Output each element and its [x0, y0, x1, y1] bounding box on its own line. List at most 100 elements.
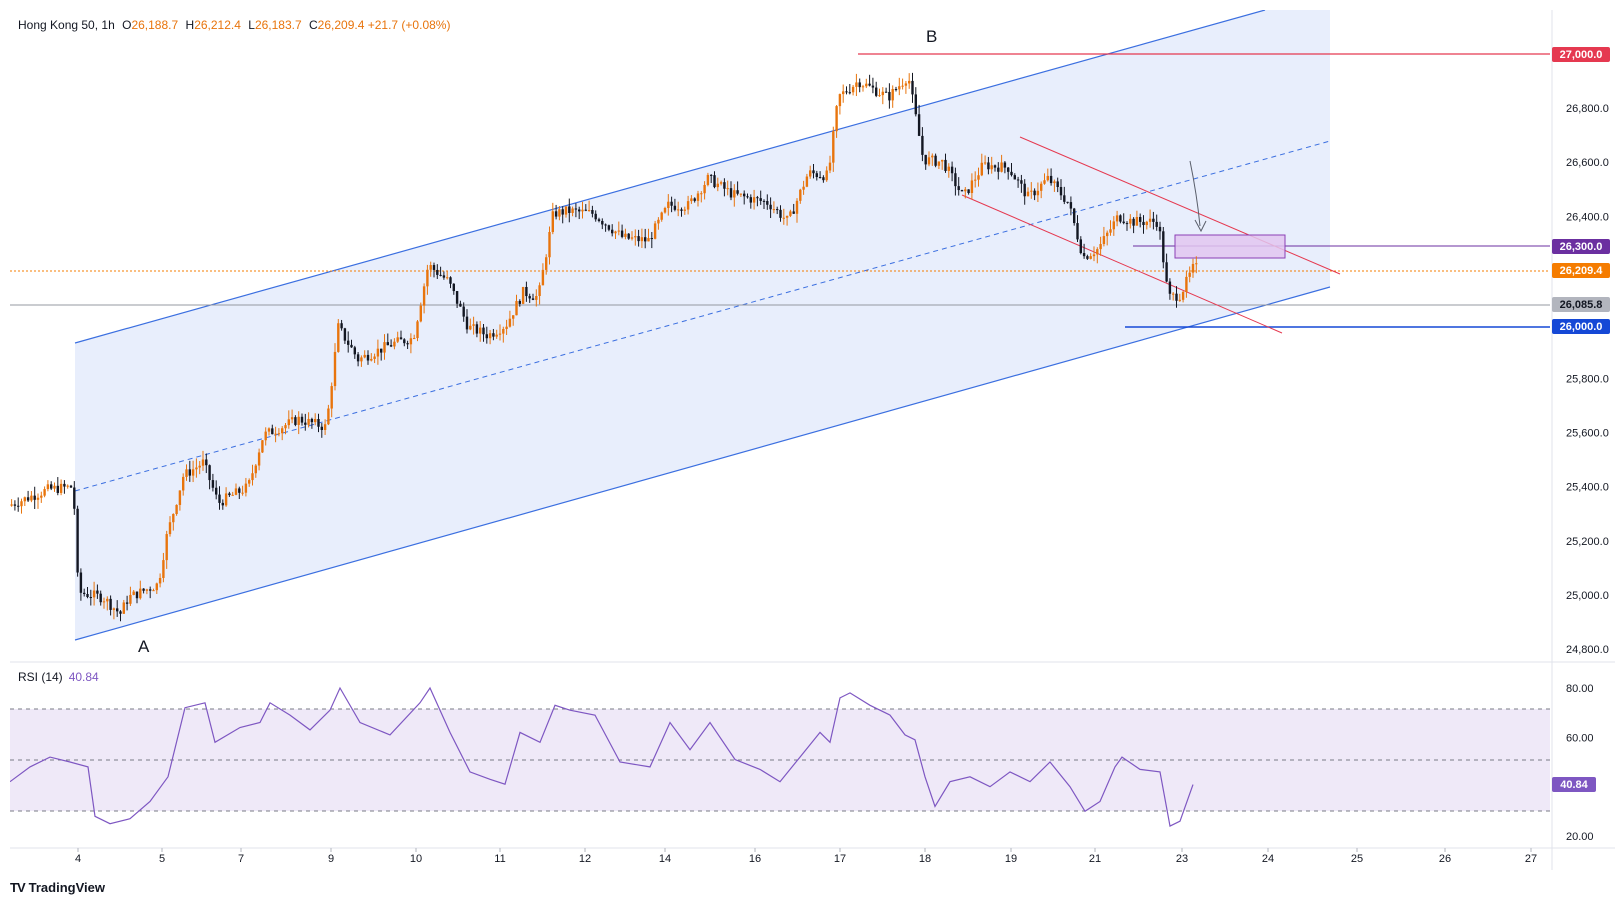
candle — [551, 202, 554, 235]
candle — [465, 309, 469, 334]
time-tick-label: 26 — [1439, 853, 1451, 865]
candle — [469, 318, 472, 331]
candle — [79, 568, 83, 601]
legend-change: +21.7 (+0.08%) — [367, 18, 451, 32]
candle — [601, 218, 604, 230]
candle — [175, 504, 178, 516]
candle — [723, 178, 726, 197]
candle — [677, 201, 680, 217]
candle — [353, 345, 356, 359]
price-axis-label-26300: 26,300.0 — [1552, 239, 1610, 254]
candle — [459, 300, 462, 307]
time-tick-label: 16 — [749, 853, 761, 865]
tradingview-brand[interactable]: TV TradingView — [10, 880, 105, 895]
candle — [475, 321, 479, 338]
candle — [558, 206, 561, 221]
candle — [875, 81, 878, 98]
candle — [304, 413, 307, 431]
candle — [538, 282, 541, 305]
candle — [574, 203, 578, 218]
candle — [561, 206, 564, 224]
candle — [122, 599, 125, 615]
candle — [406, 340, 409, 350]
candle — [564, 206, 568, 218]
candle — [825, 166, 828, 182]
candle — [152, 588, 155, 592]
candle — [1063, 186, 1066, 205]
candle — [917, 104, 921, 137]
rsi-legend[interactable]: RSI (14) 40.84 — [18, 670, 99, 684]
candle — [901, 78, 904, 90]
candle — [383, 334, 386, 360]
candle — [1178, 293, 1181, 302]
candle — [733, 184, 736, 207]
candle — [805, 173, 809, 188]
candle — [508, 310, 512, 328]
candle — [716, 177, 719, 192]
candle — [284, 422, 287, 435]
resistance-zone-box[interactable] — [1174, 234, 1286, 259]
price-axis-ticks: 24,800.0 25,000.0 25,200.0 25,400.0 25,600.0… — [1566, 103, 1609, 656]
candle — [419, 302, 422, 323]
candle — [116, 600, 119, 617]
channel-median-line[interactable] — [74, 140, 1331, 492]
candle — [660, 211, 663, 222]
candle — [287, 410, 290, 429]
candle — [749, 194, 752, 209]
candle — [894, 86, 898, 92]
candle — [746, 193, 749, 199]
candle — [809, 165, 812, 179]
candle — [205, 453, 208, 474]
candle — [399, 330, 403, 340]
candle — [766, 194, 769, 210]
candle — [119, 610, 122, 622]
candle — [13, 500, 17, 511]
candle — [393, 338, 396, 350]
candle — [63, 480, 66, 494]
candle — [422, 283, 426, 314]
channel-lower-line[interactable] — [74, 286, 1331, 641]
candle — [455, 291, 459, 309]
candle — [769, 197, 772, 219]
time-tick-label: 10 — [410, 853, 422, 865]
candle — [257, 448, 261, 471]
candle — [178, 490, 182, 511]
candle — [1036, 182, 1040, 202]
rsi-legend-value: 40.84 — [68, 670, 99, 684]
candle — [26, 490, 30, 502]
candle — [307, 412, 310, 428]
time-tick-label: 11 — [494, 853, 505, 865]
candle — [92, 581, 96, 606]
candle — [835, 104, 838, 138]
candle — [571, 206, 574, 217]
candle — [1172, 292, 1175, 301]
candle — [1139, 213, 1142, 228]
price-tick-label: 24,800.0 — [1566, 644, 1609, 656]
candle — [224, 487, 228, 507]
candle — [439, 266, 442, 277]
candle — [594, 210, 597, 222]
candle — [1023, 179, 1026, 205]
legend-interval[interactable]: 1h — [101, 18, 115, 32]
candle — [109, 595, 112, 616]
legend-symbol[interactable]: Hong Kong 50 — [18, 18, 95, 32]
price-label-26085-text: 26,085.8 — [1560, 299, 1603, 311]
candle — [208, 464, 211, 490]
candle — [686, 195, 690, 215]
legend-close-label: C — [309, 18, 318, 32]
price-tick-label: 25,200.0 — [1566, 536, 1609, 548]
channel-upper-line[interactable] — [74, 10, 1266, 344]
candle — [188, 460, 191, 482]
legend-low: 26,183.7 — [254, 18, 302, 32]
candle — [1162, 226, 1165, 269]
candle — [310, 417, 314, 429]
candle — [627, 233, 630, 240]
descending-channel-lower[interactable] — [961, 194, 1283, 334]
arrow-annotation[interactable] — [1189, 160, 1201, 227]
candle — [832, 126, 835, 172]
descending-channel-upper[interactable] — [1019, 136, 1341, 275]
candle — [1056, 177, 1059, 193]
candle — [630, 231, 634, 241]
